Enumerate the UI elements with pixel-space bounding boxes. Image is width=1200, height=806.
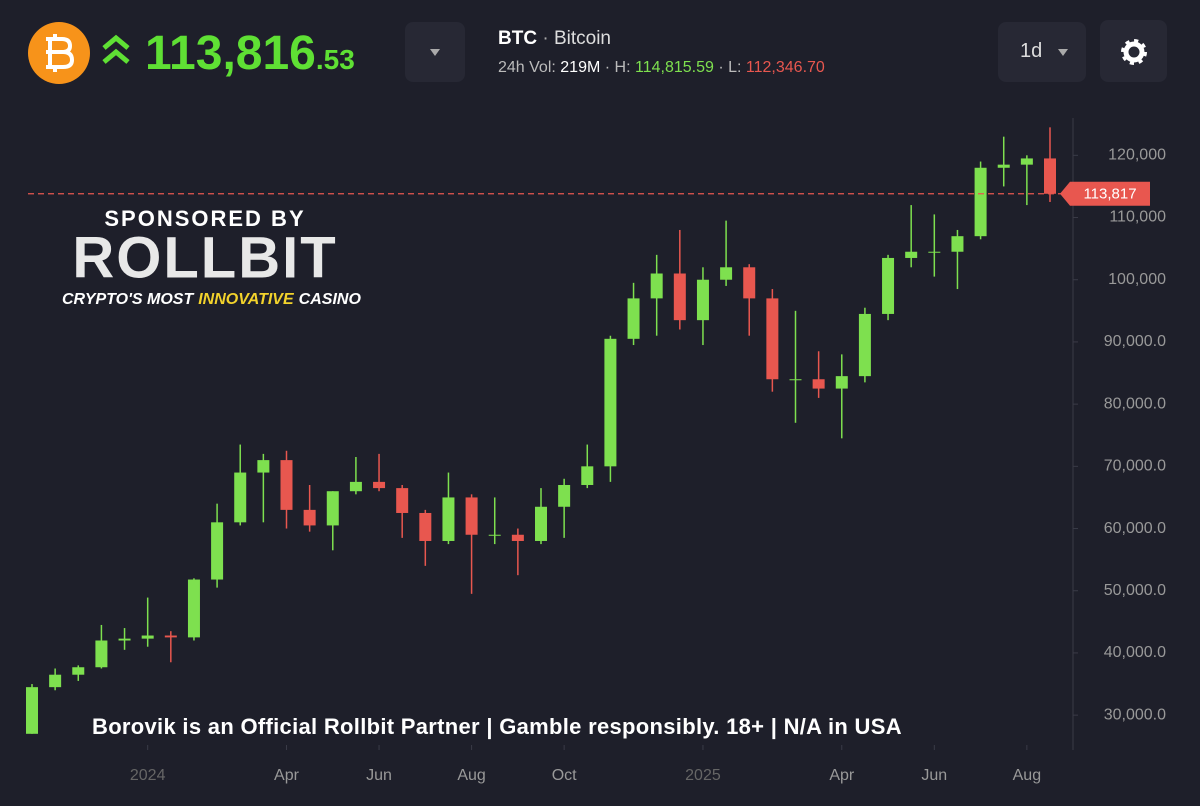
- candle-body: [905, 251, 918, 258]
- x-tick-label: 2024: [130, 767, 166, 784]
- sponsor: SPONSORED BY ROLLBIT CRYPTO'S MOST INNOVA…: [62, 206, 361, 308]
- candle-body: [465, 497, 478, 535]
- price-main: 113,816: [145, 27, 316, 80]
- interval[interactable]: 1d: [1020, 40, 1043, 62]
- y-tick-label: 30,000.0: [1104, 706, 1166, 723]
- candle-body: [766, 298, 779, 380]
- candle-body: [1044, 158, 1056, 194]
- y-tick-label: 80,000.0: [1104, 395, 1166, 412]
- candle-body: [696, 279, 709, 321]
- candle-body: [187, 579, 200, 638]
- up-chevron: [102, 34, 130, 64]
- candle-body: [974, 167, 987, 237]
- candle-body: [26, 687, 38, 734]
- x-tick-label: Jun: [921, 767, 947, 784]
- candle-body: [326, 491, 339, 526]
- candle-body: [720, 267, 733, 280]
- candle-body: [419, 512, 432, 541]
- bitcoin-glyph: [46, 34, 75, 72]
- y-tick-label: 50,000.0: [1104, 582, 1166, 599]
- candle-body: [396, 488, 409, 513]
- x-tick-label: Aug: [457, 767, 485, 784]
- candle-body: [72, 667, 85, 675]
- vol-value: 219M: [560, 59, 601, 76]
- candle-body: [858, 313, 871, 377]
- candle-body: [997, 164, 1010, 168]
- low-label: · L:: [718, 59, 742, 76]
- dropdown-arrow: [430, 49, 440, 56]
- sponsor-brand: ROLLBIT: [72, 225, 337, 290]
- candle-body: [835, 376, 848, 389]
- candle-body: [1020, 158, 1033, 165]
- x-tick-label: Jun: [366, 767, 392, 784]
- y-tick-label: 100,000: [1108, 271, 1166, 288]
- candle-body: [442, 497, 455, 541]
- tag-part: CRYPTO'S MOST: [62, 291, 194, 308]
- price-tag: [1060, 181, 1150, 206]
- candle-body: [303, 509, 316, 526]
- candle-body: [951, 236, 964, 252]
- candle-body: [673, 273, 686, 321]
- price-tag-label: 113,817: [1083, 186, 1136, 203]
- candle-body: [349, 481, 362, 492]
- y-tick-label: 120,000: [1108, 147, 1166, 164]
- interval-button[interactable]: [998, 22, 1086, 82]
- candle-body: [627, 298, 640, 339]
- sponsor-tagline: CRYPTO'S MOST INNOVATIVE CASINO: [62, 291, 361, 308]
- high-value: 114,815.59: [635, 59, 714, 76]
- candle-body: [373, 481, 386, 489]
- tag-part: CASINO: [299, 291, 362, 308]
- stats: 24h Vol: 219M · H: 114,815.59 · L: 112,3…: [498, 59, 825, 77]
- candle-body: [535, 506, 547, 541]
- candle-body: [928, 251, 941, 253]
- disclaimer: Borovik is an Official Rollbit Partner |…: [92, 714, 902, 739]
- candle-body: [558, 484, 571, 507]
- candle-body: [650, 273, 663, 299]
- candle-body: [581, 466, 594, 485]
- candle-body: [257, 460, 270, 473]
- candle-body: [789, 379, 802, 381]
- sponsor-line: SPONSORED BY: [104, 206, 305, 231]
- candle-body: [280, 460, 293, 510]
- candle-body: [49, 674, 62, 688]
- candle-body: [511, 534, 524, 541]
- y-tick-label: 60,000.0: [1104, 520, 1166, 537]
- candle-body: [812, 379, 825, 389]
- pair: BTC · Bitcoin: [498, 28, 611, 50]
- symbol: BTC: [498, 28, 538, 49]
- candle-body: [743, 267, 756, 299]
- candle-body: [234, 472, 247, 523]
- y-tick-label: 70,000.0: [1104, 458, 1166, 475]
- candle-body: [488, 534, 501, 536]
- settings-button[interactable]: [1100, 20, 1167, 82]
- x-tick-label: Apr: [829, 767, 855, 784]
- low-value: 112,346.70: [745, 59, 825, 76]
- candle-body: [882, 257, 895, 314]
- gear-icon: [1123, 41, 1145, 63]
- x-tick-label: Aug: [1013, 767, 1041, 784]
- candle-body: [211, 522, 224, 580]
- price: 113,816.53: [145, 26, 355, 81]
- candle-body: [118, 638, 131, 641]
- x-tick-label: 2025: [685, 767, 721, 784]
- candle-body: [164, 635, 177, 638]
- high-label: · H:: [604, 59, 631, 76]
- y-tick-label: 40,000.0: [1104, 644, 1166, 661]
- sep: ·: [542, 28, 549, 49]
- candle-body: [141, 635, 154, 639]
- x-tick-label: Oct: [552, 767, 577, 784]
- x-tick-label: Apr: [274, 767, 300, 784]
- y-tick-label: 90,000.0: [1104, 333, 1166, 350]
- price-decimals: .53: [315, 44, 355, 75]
- gear-teeth: [1121, 39, 1147, 65]
- vol-label: 24h Vol:: [498, 59, 556, 76]
- interval-arrow: [1058, 49, 1068, 56]
- coin-name: Bitcoin: [553, 28, 611, 49]
- candle-body: [604, 338, 617, 467]
- candle-body: [95, 640, 108, 668]
- tag-part: INNOVATIVE: [198, 291, 295, 308]
- y-tick-label: 110,000: [1109, 209, 1166, 226]
